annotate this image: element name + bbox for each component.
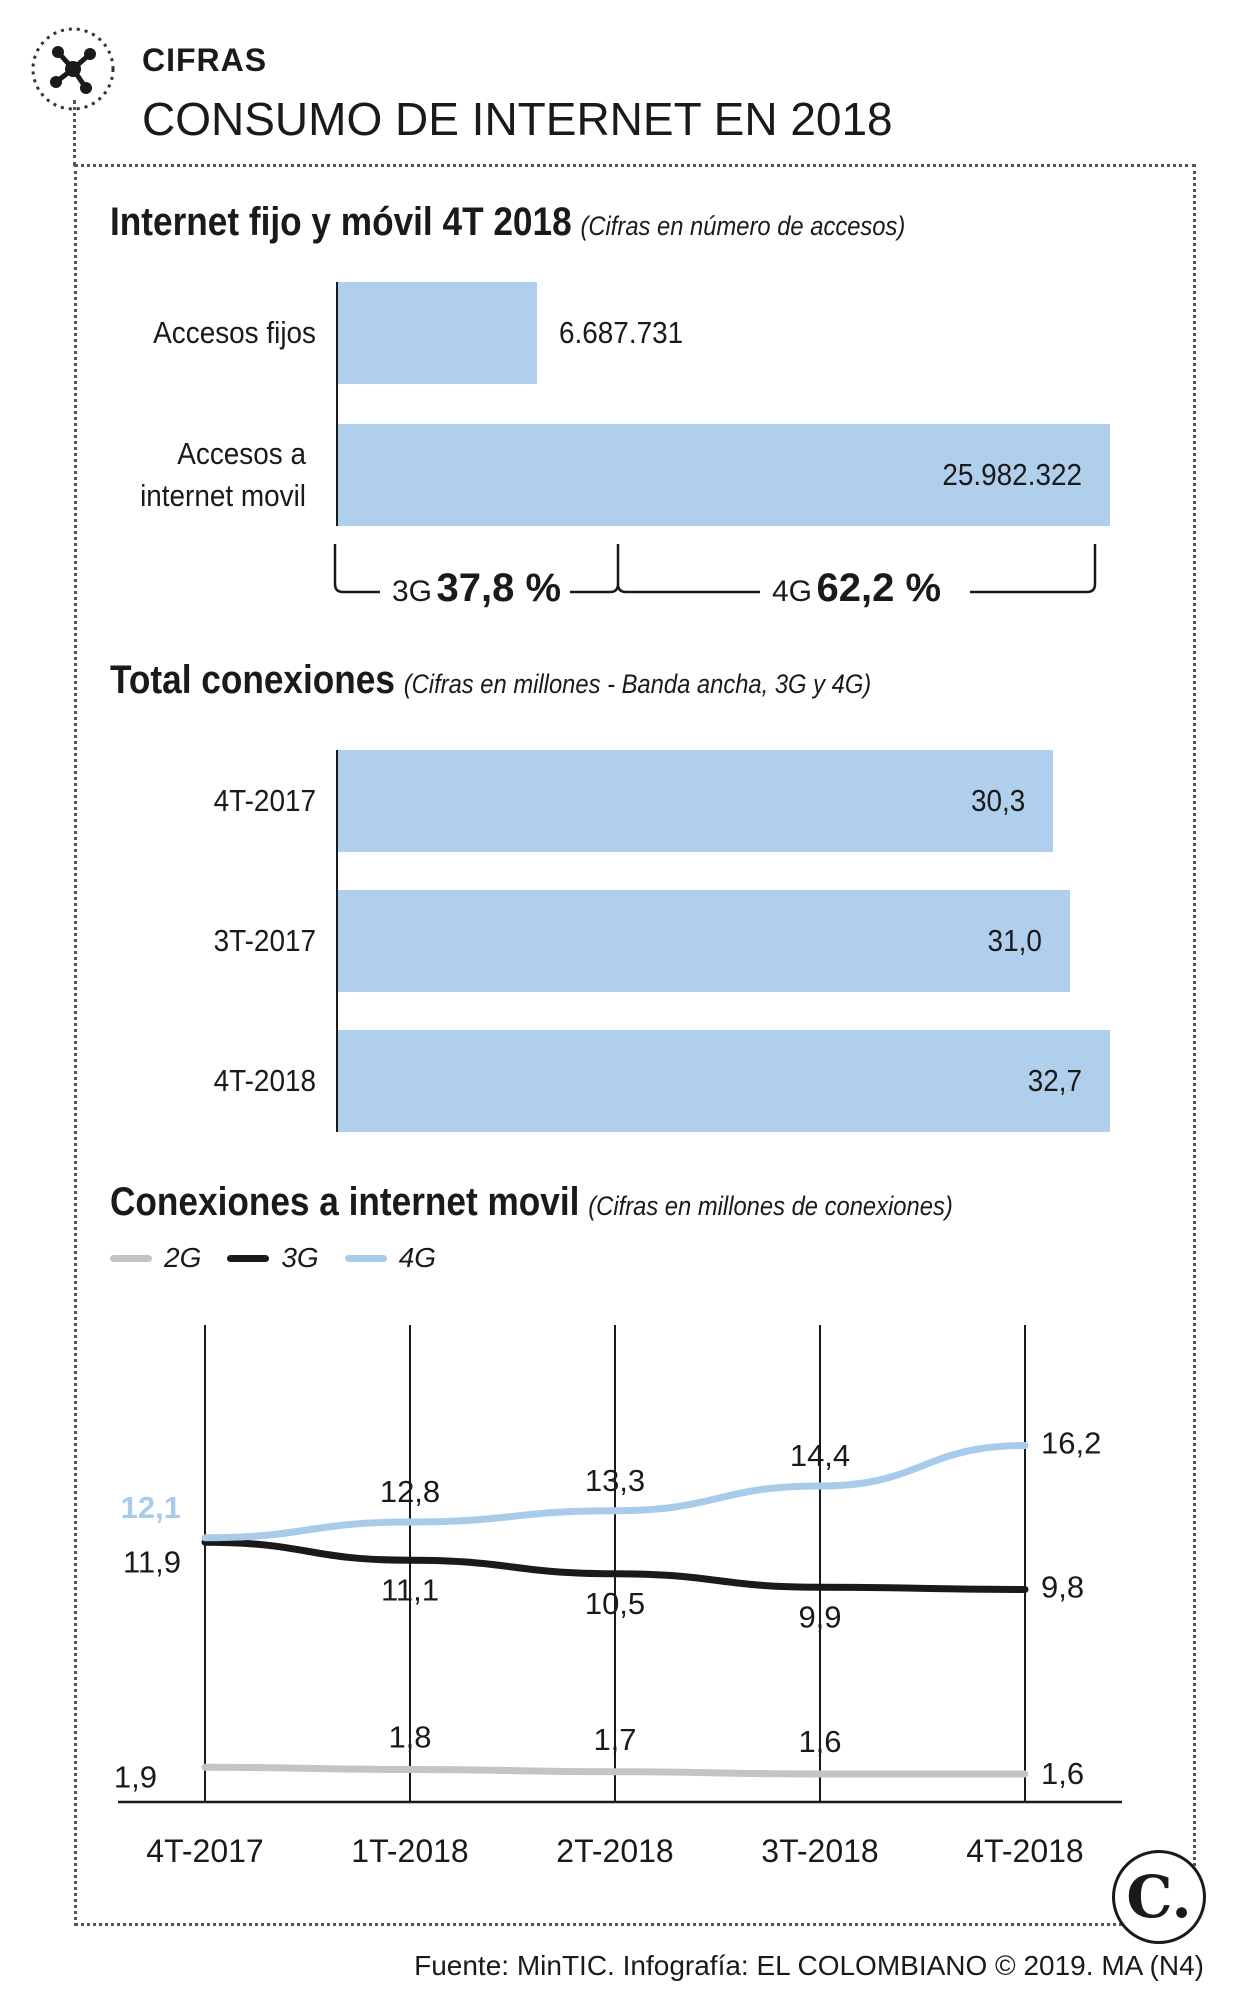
x-tick-label: 4T-2017 — [146, 1833, 263, 1869]
bar — [338, 890, 1070, 992]
chart-frame — [74, 164, 1196, 1926]
split-4g-label: 4G — [772, 575, 813, 608]
legend-swatch — [227, 1254, 270, 1262]
source-footer: Fuente: MinTIC. Infografía: EL COLOMBIAN… — [414, 1950, 1204, 1981]
bar-category-label: Accesos fijos — [153, 315, 316, 350]
split-3g-label: 3G — [392, 575, 433, 608]
data-label-4G: 13,3 — [585, 1463, 645, 1498]
series-line-3G — [201, 1538, 1029, 1593]
section3-title: Conexiones a internet movil (Cifras en mi… — [110, 1180, 953, 1225]
data-label-4G: 12,1 — [121, 1490, 181, 1525]
data-label-4G: 12,8 — [380, 1474, 440, 1509]
split-3g-value: 37,8 % — [436, 566, 562, 610]
x-tick-label: 2T-2018 — [556, 1833, 673, 1869]
legend-swatch — [110, 1254, 152, 1262]
bar-value-label: 25.982.322 — [942, 457, 1082, 492]
bar — [338, 750, 1054, 852]
data-label-2G: 1,8 — [388, 1720, 431, 1755]
section3-note: (Cifras en millones de conexiones) — [588, 1191, 953, 1221]
section3-title-text: Conexiones a internet movil — [110, 1180, 580, 1224]
legend-label: 4G — [398, 1242, 437, 1273]
split-4g: 4G 62,2 % — [772, 566, 941, 611]
bar-category-label: 4T-2017 — [213, 783, 316, 818]
data-label-3G: 11,1 — [381, 1572, 439, 1607]
bar — [338, 424, 1110, 526]
bar-category-label: 3T-2017 — [213, 923, 316, 958]
data-label-3G: 11,9 — [123, 1544, 181, 1579]
section1-note: (Cifras en número de accesos) — [580, 211, 906, 241]
section1-title: Internet fijo y móvil 4T 2018 (Cifras en … — [110, 200, 905, 245]
legend-item: 4G — [344, 1242, 437, 1274]
split-3g: 3G 37,8 % — [392, 566, 561, 611]
data-label-4G: 16,2 — [1041, 1426, 1101, 1461]
section2-note: (Cifras en millones - Banda ancha, 3G y … — [403, 669, 872, 699]
legend-item: 2G — [110, 1242, 201, 1274]
x-tick-label: 3T-2018 — [761, 1833, 878, 1869]
legend-label: 3G — [281, 1242, 319, 1273]
legend-item: 3G — [227, 1242, 319, 1274]
chart-axis — [336, 750, 338, 1132]
section2-title: Total conexiones (Cifras en millones - Ba… — [110, 658, 871, 703]
data-label-2G: 1,6 — [798, 1724, 841, 1759]
x-tick-label: 1T-2018 — [351, 1833, 468, 1869]
bar-category-label: Accesos a internet movil — [140, 436, 306, 513]
network-icon — [28, 24, 118, 114]
legend-swatch — [344, 1254, 387, 1262]
bar-value-label: 31,0 — [987, 923, 1042, 958]
data-label-3G: 9,8 — [1041, 1570, 1084, 1605]
line-chart-legend: 2G 3G 4G — [110, 1242, 462, 1274]
section2-title-text: Total conexiones — [110, 658, 395, 702]
data-label-3G: 9,9 — [798, 1599, 841, 1634]
bar-category-label: 4T-2018 — [213, 1063, 316, 1098]
bar — [338, 282, 537, 384]
x-tick-label: 4T-2018 — [966, 1833, 1083, 1869]
split-4g-value: 62,2 % — [816, 566, 942, 610]
bar — [338, 1030, 1110, 1132]
frame-connector — [73, 100, 76, 166]
kicker: CIFRAS — [142, 42, 268, 78]
bar-value-label: 30,3 — [971, 783, 1026, 818]
split-bracket — [330, 540, 1110, 610]
data-label-3G: 10,5 — [585, 1586, 645, 1621]
el-colombiano-logo: C. — [1112, 1850, 1206, 1944]
series-line-2G — [201, 1763, 1029, 1778]
bar-value-label: 32,7 — [1027, 1063, 1082, 1098]
section1-title-text: Internet fijo y móvil 4T 2018 — [110, 200, 572, 244]
data-label-4G: 14,4 — [790, 1438, 850, 1473]
chart-axis — [336, 282, 338, 526]
data-label-2G: 1,7 — [593, 1722, 636, 1757]
data-label-2G: 1,9 — [114, 1759, 157, 1794]
bar-value-label: 6.687.731 — [558, 315, 683, 350]
data-label-2G: 1,6 — [1041, 1756, 1084, 1791]
chart-conexiones-movil: 4T-2017 1T-2018 2T-2018 3T-2018 4T-2018 1,9 1,… — [114, 1325, 1122, 1869]
page-title: CONSUMO DE INTERNET EN 2018 — [142, 93, 893, 145]
series-line-4G — [201, 1442, 1029, 1542]
legend-label: 2G — [164, 1242, 202, 1273]
